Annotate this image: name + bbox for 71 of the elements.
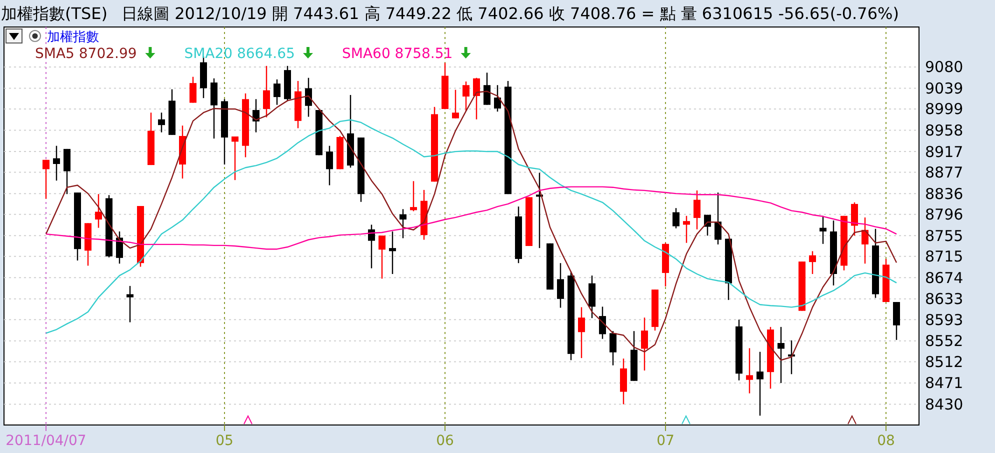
candlestick [610, 330, 616, 366]
y-tick-label: 8755 [925, 226, 964, 245]
y-tick-label: 8512 [925, 352, 964, 371]
text: SMA5 8702.99 [35, 46, 137, 62]
y-tick-label: 8917 [925, 142, 964, 161]
candlestick [714, 192, 722, 246]
chart-title: 加權指數(TSE) [1, 4, 108, 23]
candlestick [641, 316, 648, 372]
candlestick [462, 80, 470, 112]
candlestick [756, 351, 764, 416]
candlestick [578, 306, 585, 359]
candlestick [389, 230, 396, 275]
candlestick [326, 145, 333, 186]
y-tick-label: 8796 [925, 206, 964, 224]
y-tick-label: 9080 [925, 58, 964, 76]
y-tick-label: 8877 [925, 164, 964, 182]
candlestick [378, 235, 386, 280]
y-tick-label: 8715 [925, 248, 964, 266]
chart-subtitle: 日線圖 2012/10/19 開 7443.61 高 7449.22 低 7402.66 收 7408.76 = 點 量 6310615 -56.65(-0.76%) [122, 4, 899, 23]
y-tick-label: 8958 [925, 122, 964, 140]
x-tick-label: 2011/04/07 [6, 433, 86, 449]
y-tick-label: 8593 [925, 310, 964, 329]
y-tick-label: 9039 [925, 79, 964, 98]
text: SMA60 8758.51 [342, 46, 453, 62]
candlestick [893, 301, 900, 340]
candlestick [473, 77, 480, 120]
candlestick [263, 65, 270, 118]
candlestick [158, 112, 165, 133]
x-tick-label: 05 [216, 433, 234, 449]
candlestick [42, 159, 50, 200]
candlestick [400, 208, 406, 239]
candlestick [820, 215, 826, 244]
candlestick [557, 262, 564, 308]
line-series [45, 119, 898, 334]
candlestick [588, 274, 596, 319]
candlestick [232, 136, 238, 181]
y-tick-label: 8674 [925, 268, 964, 287]
x-tick-label: 06 [436, 433, 454, 449]
candlestick [95, 193, 102, 228]
candlestick [494, 84, 501, 112]
candlestick [274, 78, 280, 106]
candlestick [368, 224, 375, 269]
candlestick [694, 190, 700, 230]
legend-title: 加權指數 [47, 30, 99, 45]
candlestick [190, 76, 196, 104]
x-tick-label: 07 [656, 433, 674, 449]
candlestick [778, 326, 784, 384]
text: SMA20 8664.65 [184, 46, 295, 62]
candlestick [452, 89, 459, 119]
candlestick [809, 250, 816, 275]
candlestick [210, 78, 218, 140]
candlestick [126, 285, 134, 323]
y-tick-label: 8999 [925, 100, 964, 118]
candlestick [64, 148, 70, 195]
candlestick [672, 208, 680, 229]
candlestick [410, 180, 417, 212]
y-tick-label: 8552 [925, 332, 964, 350]
y-tick-label: 8836 [925, 184, 964, 203]
candlestick [53, 145, 60, 182]
y-tick-label: 8430 [925, 395, 964, 414]
candlestick [683, 215, 690, 244]
candlestick [851, 202, 858, 236]
x-tick-label: 08 [877, 433, 895, 449]
candlestick [746, 348, 753, 394]
candlestick [116, 230, 123, 264]
y-tick-label: 8471 [925, 374, 964, 392]
candlestick [620, 358, 627, 405]
y-tick-label: 8633 [925, 290, 964, 308]
candlestick [862, 216, 868, 264]
candlestick [305, 77, 312, 118]
candlestick [484, 72, 490, 106]
